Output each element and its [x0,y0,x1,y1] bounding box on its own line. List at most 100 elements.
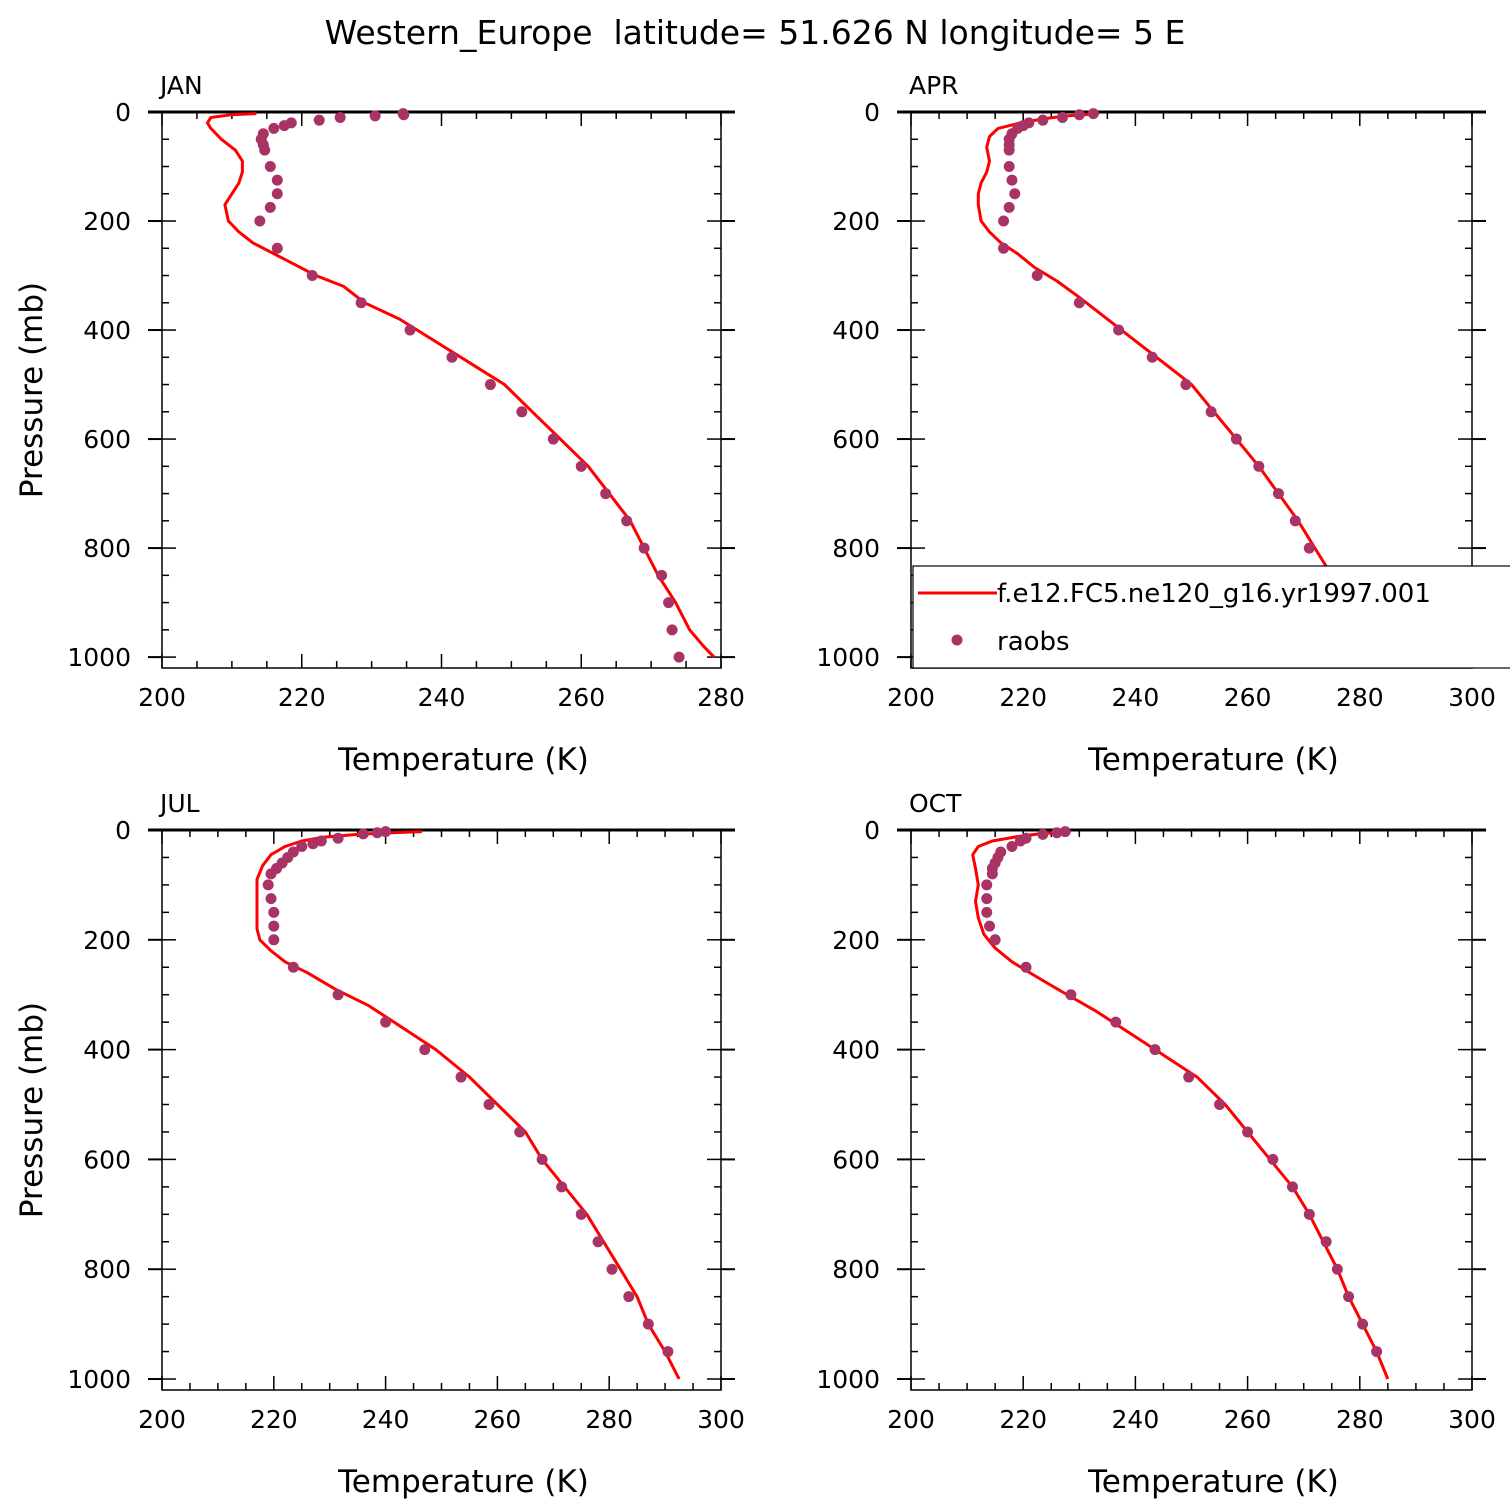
raobs-point [398,109,410,121]
y-tick-label: 800 [83,1255,131,1284]
raobs-point [642,1318,654,1330]
plot-frame [161,829,722,1391]
model-profile-line [255,830,681,1380]
y-tick-label: 1000 [816,1365,880,1394]
raobs-point [981,906,993,918]
raobs-point [484,379,496,391]
raobs-point [656,569,668,581]
raobs-point [1357,1318,1369,1330]
y-tick-label: 1000 [67,1365,131,1394]
y-tick-label: 800 [832,534,880,563]
raobs-point [419,1044,431,1056]
x-tick-label: 280 [585,1405,633,1434]
y-tick-label: 600 [832,1145,880,1174]
y-tick-label: 0 [864,816,880,845]
raobs-point [516,406,528,418]
raobs-point [332,832,344,844]
y-tick-label: 400 [83,316,131,345]
raobs-point [371,827,383,839]
x-axis-title: Temperature (K) [1087,742,1339,778]
raobs-point [1006,174,1018,186]
x-tick-label: 240 [1112,683,1160,712]
raobs-point [606,1263,618,1275]
raobs-point [455,1071,467,1083]
model-profile-line [976,112,1387,658]
x-tick-label: 200 [138,683,186,712]
raobs-point [268,920,280,932]
plot-frame [161,111,722,669]
raobs-point [268,906,280,918]
y-tick-label: 600 [832,425,880,454]
raobs-point [483,1099,495,1111]
y-tick-label: 200 [83,926,131,955]
raobs-point [986,868,998,880]
x-tick-label: 200 [138,1405,186,1434]
y-tick-label: 400 [832,316,880,345]
x-tick-label: 280 [1336,683,1384,712]
raobs-point [1003,161,1015,173]
raobs-point [1303,1208,1315,1220]
y-axis-title: Pressure (mb) [14,1002,50,1218]
legend-box [912,565,1510,669]
raobs-point [1371,1346,1383,1358]
x-tick-label: 240 [418,683,466,712]
raobs-point [1051,827,1063,839]
model-profile-line [205,112,716,659]
raobs-point [1087,108,1099,120]
raobs-point [271,242,283,254]
x-tick-label: 260 [1224,1405,1272,1434]
raobs-point [264,161,276,173]
x-tick-label: 240 [1112,1405,1160,1434]
raobs-point [1253,460,1265,472]
raobs-point [268,934,280,946]
raobs-point [278,120,290,132]
raobs-point [1272,488,1284,500]
raobs-point [1110,1016,1122,1028]
x-tick-label: 220 [999,683,1047,712]
raobs-point [1003,144,1015,156]
x-tick-label: 200 [887,683,935,712]
raobs-point [296,840,308,852]
raobs-point [1149,1044,1161,1056]
x-tick-label: 260 [474,1405,522,1434]
legend-label-raobs: raobs [997,627,1070,657]
raobs-point [287,961,299,973]
raobs-point [998,215,1010,227]
raobs-point [638,542,650,554]
model-profile-line [971,830,1390,1380]
panel-label: JUL [158,789,200,818]
y-tick-label: 0 [115,98,131,127]
raobs-point [556,1181,568,1193]
raobs-point [446,351,458,363]
raobs-point [575,1208,587,1220]
raobs-point [984,920,996,932]
raobs-point [265,893,277,905]
raobs-point [271,188,283,200]
raobs-point [1183,1071,1195,1083]
raobs-point [306,270,318,282]
legend-marker-swatch [951,634,963,646]
raobs-point [1031,270,1043,282]
raobs-point [1037,828,1049,840]
raobs-point [1146,351,1158,363]
raobs-point [268,122,280,134]
raobs-point [380,1016,392,1028]
raobs-point [1320,1236,1332,1248]
raobs-point [262,879,274,891]
raobs-point [1214,1099,1226,1111]
x-tick-label: 220 [999,1405,1047,1434]
raobs-point [989,934,1001,946]
raobs-point [1230,433,1242,445]
y-tick-label: 600 [83,1145,131,1174]
raobs-point [1020,961,1032,973]
y-tick-label: 200 [832,926,880,955]
raobs-point [1242,1126,1254,1138]
x-tick-label: 280 [697,683,745,712]
raobs-point [404,324,416,336]
raobs-point [1059,826,1071,838]
raobs-point [1267,1153,1279,1165]
raobs-point [621,515,633,527]
